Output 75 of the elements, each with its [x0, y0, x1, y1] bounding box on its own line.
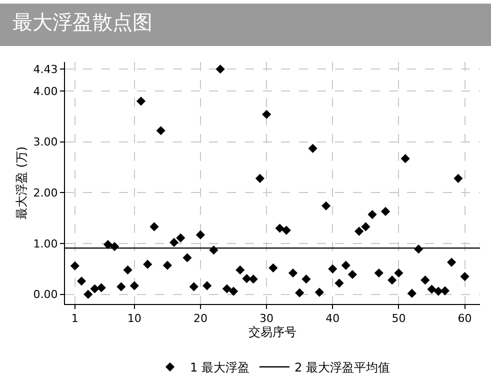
- point: [460, 272, 470, 282]
- point: [123, 265, 132, 274]
- point: [176, 233, 186, 242]
- legend-label: 1 最大浮盈: [190, 360, 250, 375]
- point: [116, 282, 126, 292]
- point: [454, 174, 463, 183]
- point: [361, 222, 370, 232]
- x-tick-label: 30: [260, 312, 274, 326]
- x-axis-title: 交易序号: [248, 325, 296, 340]
- point: [407, 288, 416, 298]
- point: [380, 206, 390, 216]
- chart-title: 最大浮盈散点图: [12, 10, 152, 34]
- point: [334, 278, 344, 288]
- point: [434, 286, 443, 296]
- point: [420, 276, 430, 285]
- point: [228, 286, 238, 296]
- point: [202, 281, 212, 290]
- point: [394, 268, 404, 278]
- point: [189, 282, 198, 292]
- point: [162, 260, 172, 270]
- point: [196, 230, 206, 240]
- point: [348, 270, 358, 280]
- point: [288, 268, 298, 278]
- point: [321, 201, 331, 210]
- point: [96, 283, 106, 292]
- x-tick-label: 10: [127, 312, 142, 326]
- point: [156, 126, 166, 136]
- point: [76, 276, 86, 286]
- point: [295, 288, 304, 298]
- y-tick-label: 4.43: [33, 62, 58, 76]
- y-tick-label: 3.00: [33, 136, 58, 149]
- point: [130, 281, 139, 290]
- legend-label: 2 最大浮盈平均值: [294, 360, 390, 375]
- point: [150, 222, 159, 232]
- point: [103, 240, 112, 250]
- point: [427, 284, 436, 294]
- point: [328, 264, 338, 274]
- point: [341, 260, 350, 270]
- point: [447, 258, 456, 267]
- point: [216, 64, 225, 74]
- point: [388, 276, 397, 285]
- y-axis-title: 最大浮盈 (万): [14, 146, 29, 220]
- point: [236, 265, 245, 274]
- x-tick-label: 60: [458, 312, 472, 326]
- point: [440, 286, 450, 296]
- point: [262, 110, 272, 119]
- x-tick-label: 1: [71, 312, 78, 326]
- point: [314, 288, 324, 297]
- point: [354, 226, 364, 236]
- x-tick-label: 50: [392, 312, 406, 326]
- point: [282, 226, 291, 235]
- point: [242, 274, 252, 284]
- y-tick-label: 1.00: [33, 237, 58, 250]
- point: [182, 253, 192, 262]
- x-tick-label: 20: [193, 312, 208, 326]
- point: [374, 268, 384, 278]
- point: [222, 284, 232, 294]
- point: [70, 261, 80, 270]
- y-tick-label: 0.00: [33, 288, 58, 302]
- point: [268, 263, 278, 272]
- point: [400, 154, 410, 164]
- point: [136, 96, 146, 106]
- point: [169, 238, 179, 248]
- x-tick-label: 40: [326, 312, 340, 326]
- point: [248, 274, 258, 284]
- point: [275, 224, 284, 233]
- point: [84, 290, 93, 299]
- y-tick-label: 4.00: [33, 84, 58, 98]
- point: [308, 144, 318, 153]
- point: [143, 260, 152, 269]
- point: [368, 210, 377, 220]
- y-tick-label: 2.00: [33, 186, 58, 200]
- point: [255, 174, 264, 183]
- point: [90, 284, 100, 294]
- point: [302, 274, 311, 284]
